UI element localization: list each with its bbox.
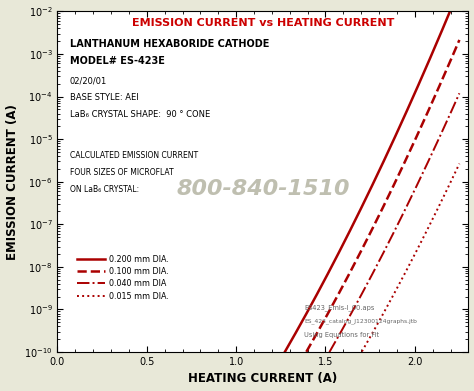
- Text: 800-840-1510: 800-840-1510: [176, 179, 350, 199]
- Text: BASE STYLE: AEI: BASE STYLE: AEI: [70, 93, 138, 102]
- Text: MODEL# ES-423E: MODEL# ES-423E: [70, 56, 164, 66]
- Text: ES_423_catalog_J12300124graphs.jtb: ES_423_catalog_J12300124graphs.jtb: [304, 318, 417, 324]
- Text: LaB₆ CRYSTAL SHAPE:  90 ° CONE: LaB₆ CRYSTAL SHAPE: 90 ° CONE: [70, 110, 210, 119]
- X-axis label: HEATING CURRENT (A): HEATING CURRENT (A): [188, 373, 337, 386]
- Text: FOUR SIZES OF MICROFLAT: FOUR SIZES OF MICROFLAT: [70, 168, 173, 177]
- Text: Using Equations for Fit: Using Equations for Fit: [304, 332, 379, 337]
- Y-axis label: EMISSION CURRENT (A): EMISSION CURRENT (A): [6, 104, 18, 260]
- Text: LANTHANUM HEXABORIDE CATHODE: LANTHANUM HEXABORIDE CATHODE: [70, 39, 269, 49]
- Text: ES423_Emis-I_00.aps: ES423_Emis-I_00.aps: [304, 304, 374, 311]
- Legend: 0.200 mm DIA., 0.100 mm DIA., 0.040 mm DIA, 0.015 mm DIA.: 0.200 mm DIA., 0.100 mm DIA., 0.040 mm D…: [74, 252, 173, 304]
- Text: 02/20/01: 02/20/01: [70, 76, 107, 85]
- Text: ON LaB₆ CRYSTAL:: ON LaB₆ CRYSTAL:: [70, 185, 139, 194]
- Text: CALCULATED EMISSION CURRENT: CALCULATED EMISSION CURRENT: [70, 151, 198, 160]
- Text: EMISSION CURRENT vs HEATING CURRENT: EMISSION CURRENT vs HEATING CURRENT: [132, 18, 394, 28]
